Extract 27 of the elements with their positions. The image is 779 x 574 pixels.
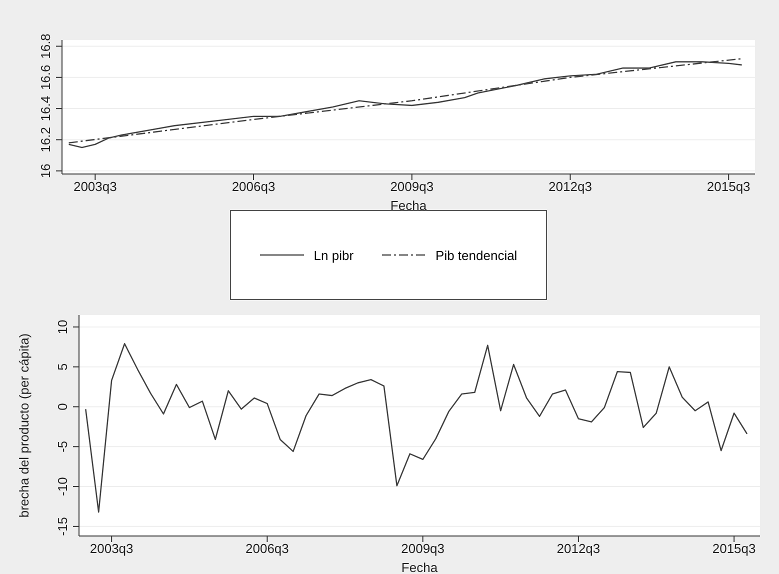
line-series — [85, 343, 748, 513]
y-tick-label: 16.4 — [38, 96, 53, 122]
x-tick-label: 2009q3 — [390, 179, 434, 194]
x-tick-label: 2009q3 — [401, 541, 445, 556]
legend-label: Pib tendencial — [436, 248, 518, 262]
y-tick-label: -10 — [55, 477, 70, 496]
y-tick-label: 10 — [55, 320, 70, 334]
x-tick-label: 2015q3 — [712, 541, 756, 556]
legend-label: Ln pibr — [314, 248, 354, 262]
y-tick-label: 0 — [55, 403, 70, 410]
y-tick-label: 16 — [38, 164, 53, 178]
y-tick-label: 16.6 — [38, 64, 53, 90]
x-tick-label: 2015q3 — [706, 179, 750, 194]
y-tick-label: -5 — [55, 440, 70, 452]
x-tick-label: 2012q3 — [556, 541, 600, 556]
x-tick-label: 2003q3 — [90, 541, 134, 556]
y-tick-label: -15 — [55, 517, 70, 536]
y-tick-label: 5 — [55, 363, 70, 370]
y-tick-label: 16.2 — [38, 127, 53, 152]
x-tick-label: 2006q3 — [232, 179, 276, 194]
x-tick-label: 2012q3 — [548, 179, 592, 194]
x-axis-title: Fecha — [390, 198, 428, 213]
y-tick-label: 16.8 — [38, 34, 53, 59]
y-axis-title: brecha del producto (per cápita) — [16, 333, 32, 518]
x-tick-label: 2006q3 — [246, 541, 289, 556]
x-tick-label: 2003q3 — [73, 179, 117, 194]
x-axis-title: Fecha — [401, 560, 438, 574]
